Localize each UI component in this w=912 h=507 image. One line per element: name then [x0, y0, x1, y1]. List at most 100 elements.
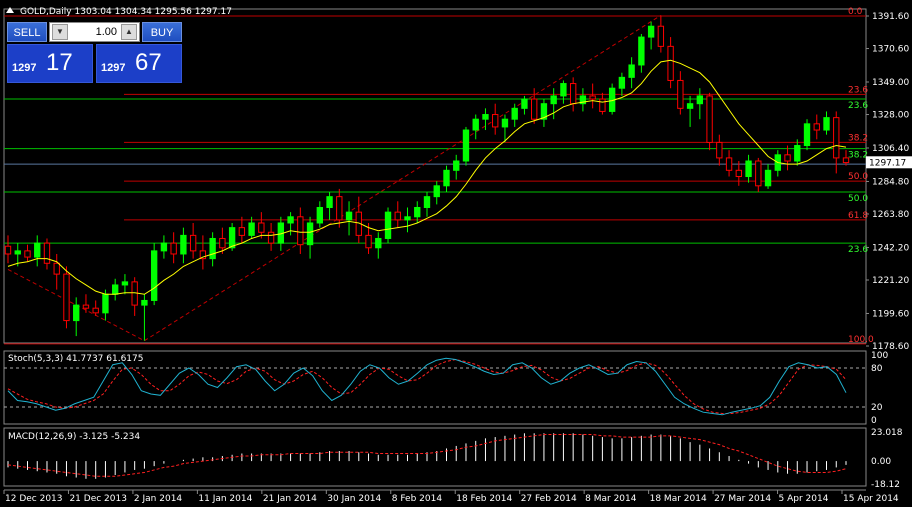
- candle-body: [102, 293, 109, 314]
- decrease-lots-icon[interactable]: ▼: [52, 24, 68, 40]
- y-tick-label: 1242.20: [872, 243, 909, 253]
- current-price-box: [866, 156, 912, 169]
- candle-body: [589, 95, 596, 100]
- one-click-trading-panel: SELL ▼ 1.00 ▲ BUY 1297 17 1297 67: [7, 22, 182, 83]
- x-tick-label: 2 Jan 2014: [134, 494, 182, 504]
- stoch-signal-line: [7, 359, 847, 414]
- panel-frame: [3, 350, 867, 425]
- candle-body: [112, 284, 119, 295]
- candle-body: [53, 262, 60, 275]
- stoch-level-label: 100: [871, 351, 888, 361]
- candle-body: [287, 216, 294, 224]
- x-tick-label: 30 Jan 2014: [327, 494, 381, 504]
- candle-body: [482, 114, 489, 120]
- candle-body: [150, 250, 158, 301]
- candle-body: [755, 160, 762, 187]
- candle-body: [141, 299, 148, 306]
- candle-body: [433, 185, 440, 198]
- fib-label-green: 23.6: [848, 245, 868, 255]
- lots-value: 1.00: [95, 26, 117, 38]
- fib-label-green: 38.2: [848, 151, 868, 161]
- candle-body: [521, 98, 528, 109]
- y-tick-label: 1178.60: [872, 342, 909, 352]
- sell-quote[interactable]: 1297 17: [7, 44, 93, 83]
- candle-body: [472, 118, 479, 131]
- candle-body: [501, 118, 509, 128]
- candle-body: [297, 216, 304, 246]
- trend-line: [7, 269, 145, 342]
- candle-body: [306, 222, 314, 246]
- candle-body: [667, 45, 674, 81]
- buy-price-big: 67: [135, 49, 162, 76]
- candle-body: [189, 234, 197, 252]
- candle-body: [550, 95, 557, 105]
- candle-body: [794, 145, 801, 162]
- candle-body: [638, 36, 645, 66]
- macd-panel: MACD(12,26,9) -3.125 -5.234: [7, 432, 847, 479]
- candle-body: [82, 304, 90, 309]
- buy-button[interactable]: BUY: [142, 22, 182, 42]
- candle-body: [73, 304, 80, 322]
- candle-body: [745, 160, 752, 178]
- y-tick-label: 1391.60: [872, 12, 909, 22]
- macd-level-label: -18.12: [871, 480, 900, 490]
- x-tick-label: 18 Mar 2014: [650, 494, 707, 504]
- x-tick-label: 21 Dec 2013: [69, 494, 127, 504]
- candle-body: [160, 242, 168, 252]
- candle-body: [677, 79, 684, 109]
- candle-body: [540, 103, 548, 120]
- fib-label-red: 100.0: [848, 335, 874, 345]
- candle-body: [813, 123, 820, 131]
- candle-body: [462, 129, 470, 162]
- macd-label: MACD(12,26,9) -3.125 -5.234: [8, 432, 140, 442]
- candle-body: [63, 273, 70, 322]
- fib-label-green: 23.6: [848, 101, 868, 111]
- y-tick-label: 1221.20: [872, 276, 909, 286]
- candle-body: [764, 169, 772, 187]
- fib-label-red: 50.0: [848, 172, 868, 182]
- stochastic-panel: Stoch(5,3,3) 41.7737 61.6175: [4, 354, 866, 416]
- candle-body: [735, 169, 742, 178]
- candle-body: [511, 107, 518, 120]
- candle-body: [209, 237, 216, 260]
- x-tick-label: 21 Jan 2014: [263, 494, 317, 504]
- candle-body: [92, 307, 99, 314]
- candle-body: [219, 237, 226, 249]
- increase-lots-icon[interactable]: ▲: [121, 24, 137, 40]
- candle-body: [384, 211, 392, 239]
- candle-body: [170, 242, 177, 255]
- candle-body: [618, 76, 626, 89]
- candle-body: [34, 242, 41, 258]
- candle-body: [628, 64, 635, 78]
- buy-quote[interactable]: 1297 67: [96, 44, 182, 83]
- y-tick-label: 1328.00: [872, 111, 909, 121]
- stoch-level-label: 80: [871, 364, 883, 374]
- candle-body: [579, 95, 587, 105]
- y-tick-label: 1199.60: [872, 309, 909, 319]
- trend-line: [144, 14, 662, 342]
- stoch-main-line: [7, 357, 847, 416]
- candle-body: [316, 206, 323, 224]
- candle-body: [560, 83, 567, 97]
- candle-body: [453, 160, 460, 171]
- candle-body: [228, 227, 236, 249]
- candle-body: [657, 25, 665, 47]
- sell-price-big: 17: [46, 49, 73, 76]
- y-tick-label: 1263.80: [872, 210, 909, 220]
- candle-body: [404, 216, 411, 221]
- candle-body: [725, 157, 733, 171]
- candle-body: [784, 154, 791, 162]
- lots-field[interactable]: ▼ 1.00 ▲: [49, 22, 140, 42]
- macd-signal-line: [7, 434, 847, 477]
- moving-average-line: [7, 59, 847, 295]
- candle-body: [258, 222, 265, 233]
- x-tick-label: 27 Mar 2014: [714, 494, 771, 504]
- fib-label-green: 50.0: [848, 194, 868, 204]
- macd-level-label: 23.018: [871, 428, 903, 438]
- y-tick-label: 1349.00: [872, 78, 909, 88]
- candle-body: [569, 83, 577, 105]
- collapse-triangle-icon[interactable]: [6, 7, 14, 13]
- price-panel: 0.0 23.6 38.2 50.0 61.8 100.0 23.6 38.2 50.0 23.6: [4, 7, 874, 345]
- sell-button[interactable]: SELL: [7, 22, 47, 42]
